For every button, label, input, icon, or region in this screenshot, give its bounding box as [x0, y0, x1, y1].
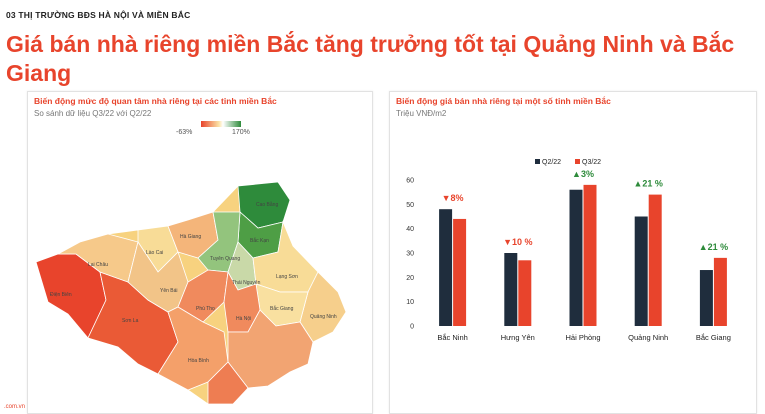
label-tuyen-quang: Tuyên Quang [210, 256, 240, 262]
change-label: ▼10 % [503, 237, 532, 247]
legend-swatch [535, 159, 540, 164]
northern-vietnam-map: Cao Bằng Hà Giang Lào Cai Lai Châu Bắc K… [35, 181, 347, 405]
scale-max-label: 170% [232, 129, 250, 136]
label-phu-tho: Phú Thọ [196, 306, 215, 312]
bar [453, 218, 467, 326]
chart-panel-title: Biến động giá bán nhà riêng tại một số t… [396, 96, 611, 106]
bar [569, 189, 583, 326]
footer: .com.vn [0, 404, 765, 412]
delta-provinces-south [207, 361, 249, 405]
footer-brand: .com.vn [4, 404, 26, 410]
change-label: ▲3% [572, 169, 594, 179]
x-category-label: Hải Phòng [565, 333, 600, 342]
scale-gradient-bar [201, 121, 241, 127]
label-yen-bai: Yên Bái [160, 288, 178, 294]
color-scale-legend: -63% 170% [168, 120, 278, 140]
label-bac-kan: Bắc Kạn [250, 237, 269, 244]
map-panel: Biến động mức độ quan tâm nhà riêng tại … [27, 91, 373, 414]
bar [518, 260, 532, 326]
change-label: ▲21 % [699, 242, 728, 252]
label-cao-bang: Cao Bằng [256, 201, 278, 208]
label-son-la: Sơn La [122, 318, 139, 324]
page-title: Giá bán nhà riêng miền Bắc tăng trưởng t… [6, 31, 735, 86]
y-tick-label: 10 [406, 299, 414, 306]
label-bac-giang: Bắc Giang [270, 305, 294, 312]
label-thai-nguyen: Thái Nguyên [232, 280, 261, 286]
label-lang-son: Lạng Sơn [276, 274, 298, 280]
label-lao-cai: Lào Cai [146, 250, 163, 256]
y-tick-label: 0 [410, 324, 414, 331]
label-ha-noi: Hà Nội [236, 316, 251, 322]
y-tick-label: 50 [406, 202, 414, 209]
section-kicker: 03 THỊ TRƯỜNG BĐS HÀ NỘI VÀ MIỀN BẮC [6, 10, 191, 20]
change-label: ▲21 % [633, 179, 662, 189]
bar [648, 194, 662, 326]
bar [699, 270, 713, 326]
label-ha-giang: Hà Giang [180, 234, 201, 240]
x-category-label: Bắc Ninh [437, 333, 467, 342]
chart-panel: Biến động giá bán nhà riêng tại một số t… [389, 91, 757, 414]
bar [439, 209, 453, 326]
label-quang-ninh: Quảng Ninh [310, 314, 337, 320]
y-tick-label: 20 [406, 275, 414, 282]
y-tick-label: 60 [406, 178, 414, 185]
bar [583, 184, 597, 326]
label-lai-chau: Lai Châu [88, 262, 108, 268]
y-tick-label: 30 [406, 251, 414, 258]
bar [634, 216, 648, 326]
y-tick-label: 40 [406, 226, 414, 233]
x-category-label: Hưng Yên [501, 333, 535, 342]
label-dien-bien: Điện Biên [50, 292, 72, 298]
change-label: ▼8% [442, 193, 464, 203]
bar [713, 257, 727, 326]
legend-label: Q2/22 [542, 159, 561, 166]
scale-min-label: -63% [176, 129, 193, 136]
map-panel-title: Biến động mức độ quan tâm nhà riêng tại … [34, 96, 277, 106]
x-category-label: Quảng Ninh [628, 333, 668, 342]
legend-swatch [575, 159, 580, 164]
x-category-label: Bắc Giang [696, 333, 731, 342]
price-bar-chart: 0 10 20 30 40 50 60 Q2/22 Q3/22 Bắc Ninh ▼8% Hưng Y… [406, 159, 731, 342]
legend-label: Q3/22 [582, 159, 601, 166]
bar [504, 253, 518, 326]
label-hoa-binh: Hòa Bình [188, 358, 209, 364]
map-panel-subtitle: So sánh dữ liệu Q3/22 với Q2/22 [34, 109, 152, 118]
chart-panel-subtitle: Triệu VNĐ/m2 [396, 109, 447, 118]
